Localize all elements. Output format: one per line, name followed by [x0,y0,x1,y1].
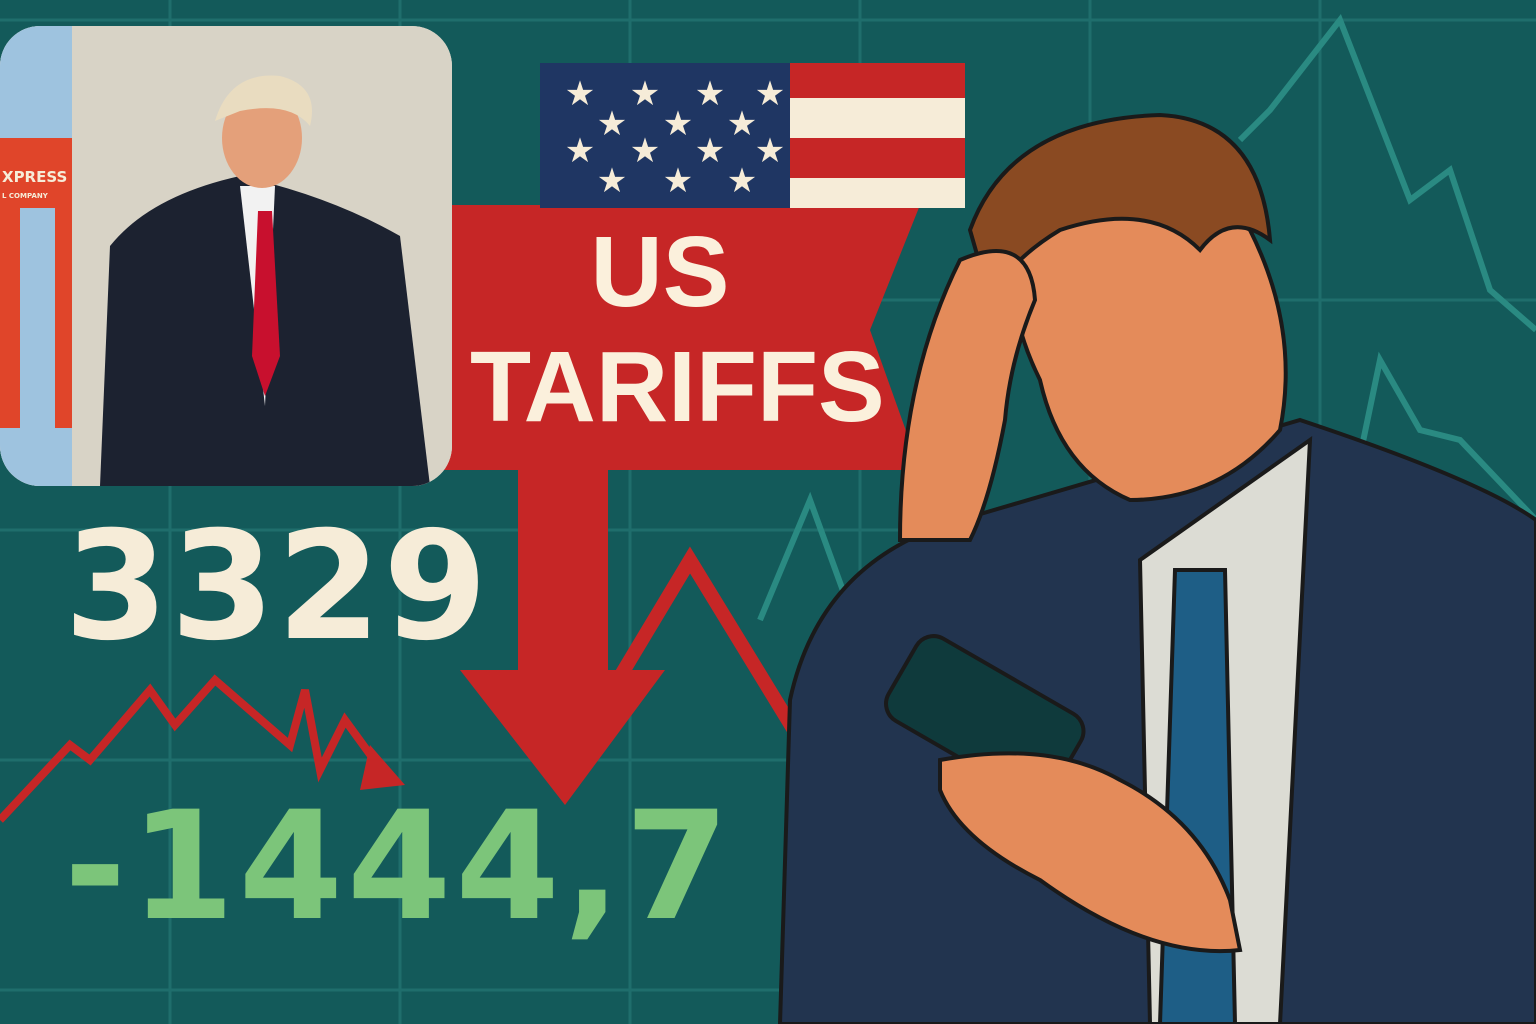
sign-text: XPRESS [2,168,67,186]
svg-text:★: ★ [597,104,627,144]
us-flag-icon: ★ ★ ★ ★ ★ ★ ★ ★ ★ ★ ★ ★ ★ ★ [540,63,965,208]
svg-text:★: ★ [565,74,595,114]
change-value: -1444,7 [64,780,734,954]
worried-businessman [777,112,1536,1024]
headline-line-1: US [590,216,730,328]
svg-text:★: ★ [755,74,785,114]
svg-text:★: ★ [663,161,693,201]
svg-text:★: ★ [565,131,595,171]
down-arrow-icon [518,460,608,680]
svg-text:★: ★ [597,161,627,201]
svg-text:★: ★ [630,74,660,114]
svg-text:★: ★ [630,131,660,171]
svg-text:★: ★ [755,131,785,171]
headline: US TARIFFS [470,215,885,445]
svg-text:★: ★ [663,104,693,144]
index-value: 3329 [64,500,490,674]
tariffs-banner [410,205,920,470]
headline-line-2: TARIFFS [470,331,885,443]
politician-photo: XPRESS L COMPANY [0,26,452,486]
faint-chart-line [1237,13,1536,333]
svg-text:★: ★ [727,104,757,144]
svg-text:★: ★ [695,131,725,171]
red-chart-line [0,674,389,823]
svg-text:L COMPANY: L COMPANY [2,192,49,200]
svg-text:★: ★ [695,74,725,114]
svg-text:★: ★ [727,161,757,201]
